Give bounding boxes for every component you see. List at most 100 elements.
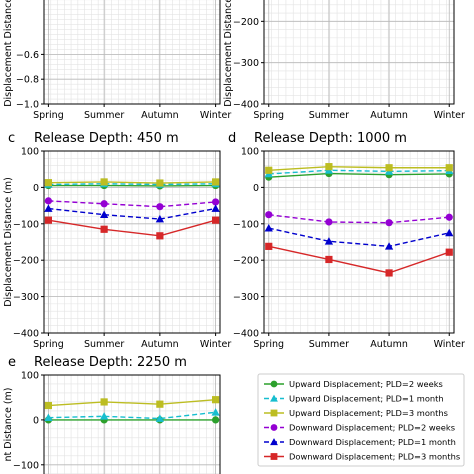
x-tick-label: Spring — [33, 110, 64, 121]
data-point — [100, 178, 108, 186]
x-tick-label: Winter — [200, 339, 231, 350]
legend: Upward Displacement; PLD=2 weeks Upward D… — [257, 373, 465, 467]
y-tick-label: −200 — [233, 17, 259, 28]
plot-frame — [43, 0, 221, 105]
legend-marker — [270, 380, 278, 388]
y-axis-label: Displacement Distance (m) — [3, 0, 14, 107]
y-tick-label: −200 — [13, 256, 39, 267]
data-point — [99, 412, 109, 420]
series-1 — [44, 408, 220, 422]
x-tick-label: Spring — [33, 339, 64, 350]
y-tick-label: 0 — [253, 183, 259, 194]
series-4 — [264, 224, 454, 250]
y-tick-label: −300 — [13, 292, 39, 303]
plot-frame — [43, 374, 221, 474]
data-point — [156, 232, 164, 240]
data-point — [325, 218, 333, 226]
data-point — [156, 400, 164, 408]
x-tick-label: Autumn — [370, 110, 408, 121]
series-line — [48, 207, 216, 220]
x-tick-label: Autumn — [141, 339, 179, 350]
legend-marker — [270, 453, 278, 460]
data-point — [265, 166, 273, 174]
data-point — [212, 198, 220, 206]
panel-title: Release Depth: 2250 m — [34, 355, 187, 370]
y-tick-label: −1.0 — [16, 100, 39, 111]
y-tick-label: −200 — [233, 256, 259, 267]
data-point — [212, 216, 220, 224]
series-line — [48, 183, 216, 186]
series-3 — [265, 211, 453, 227]
data-point — [100, 398, 108, 406]
legend-entry: Upward Displacement; PLD=3 months — [264, 408, 448, 418]
data-point — [384, 242, 394, 250]
series-5 — [265, 242, 453, 277]
data-point — [156, 179, 164, 187]
data-point — [211, 408, 220, 416]
y-tick-label: −400 — [13, 329, 39, 340]
y-axis-label: Displacement Distance (m) — [3, 177, 14, 307]
plot-frame — [43, 150, 221, 334]
x-tick-label: Summer — [309, 339, 349, 350]
series-line — [48, 398, 216, 407]
legend-marker — [270, 394, 278, 402]
series-2 — [265, 163, 453, 174]
legend-label: Downward Displacement; PLD=3 months — [289, 452, 460, 462]
series-line — [48, 181, 216, 184]
legend-label: Downward Displacement; PLD=2 weeks — [289, 423, 455, 433]
x-tick-label: Autumn — [370, 339, 408, 350]
data-point — [445, 164, 453, 172]
series-line — [48, 411, 216, 420]
chart-panel-p1: −1.0 −0.8 −0.6 Spring Summer Autumn Winter Disp… — [3, 0, 231, 121]
data-point — [445, 228, 454, 237]
x-tick-label: Spring — [253, 339, 284, 350]
data-point — [264, 224, 273, 232]
data-point — [44, 179, 52, 187]
legend-entry: Upward Displacement; PLD=2 weeks — [264, 379, 443, 389]
series-line — [268, 165, 450, 171]
legend-box — [257, 373, 465, 467]
legend-entry: Downward Displacement; PLD=2 weeks — [264, 423, 455, 433]
legend-marker — [270, 438, 278, 446]
data-point — [155, 214, 165, 223]
data-point — [385, 219, 393, 227]
data-point — [44, 204, 53, 212]
legend-label: Upward Displacement; PLD=1 month — [289, 394, 444, 404]
x-tick-label: Winter — [200, 110, 231, 121]
x-tick-label: Summer — [84, 110, 124, 121]
data-point — [44, 401, 52, 410]
series-line — [48, 200, 216, 208]
series-line — [268, 227, 450, 248]
y-tick-label: 100 — [21, 147, 39, 158]
y-tick-label: −0.8 — [16, 75, 39, 86]
plot-frame — [263, 0, 455, 105]
y-tick-label: 100 — [241, 147, 259, 158]
data-point — [385, 164, 393, 172]
panel-title: Release Depth: 1000 m — [254, 131, 407, 146]
data-point — [325, 163, 333, 171]
legend-marker — [270, 424, 278, 431]
y-tick-label: −100 — [233, 219, 259, 230]
series-2 — [44, 396, 220, 410]
series-line — [268, 172, 450, 178]
legend-label: Downward Displacement; PLD=1 month — [289, 437, 456, 447]
x-tick-label: Summer — [84, 339, 124, 350]
y-tick-label: −300 — [233, 292, 259, 303]
data-point — [100, 225, 108, 233]
series-5 — [44, 216, 220, 240]
panel-title: Release Depth: 450 m — [34, 131, 179, 146]
y-axis-label: Displacement Distance (m) — [223, 0, 234, 107]
data-point — [44, 413, 53, 421]
x-tick-label: Summer — [309, 110, 349, 121]
series-line — [48, 219, 216, 237]
data-point — [212, 416, 220, 424]
y-tick-label: −400 — [233, 329, 259, 340]
data-point — [385, 269, 393, 277]
legend-label: Upward Displacement; PLD=2 weeks — [289, 379, 443, 389]
series-line — [268, 214, 450, 224]
y-axis-label: nt Distance (m) — [3, 388, 14, 462]
data-point — [44, 197, 53, 205]
panel-letter: e — [8, 355, 16, 370]
legend-entry: Upward Displacement; PLD=1 month — [264, 394, 444, 404]
